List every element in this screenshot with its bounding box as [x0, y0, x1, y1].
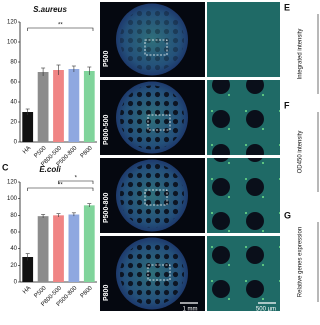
scaffold-holes: [120, 7, 184, 72]
axis-title: Relative genes expression: [298, 227, 304, 297]
significance-label: **: [58, 23, 63, 29]
scaffold-holes: [120, 163, 184, 228]
image-row-label: P800: [103, 285, 110, 301]
y-tick-label: 80: [10, 213, 17, 219]
y-tick-label: 80: [10, 60, 17, 66]
zoom-image: [207, 158, 280, 233]
image-row-label: P500: [103, 51, 110, 67]
y-tick-label: 0: [14, 280, 18, 286]
y-tick-label: 20: [10, 263, 17, 269]
bar: [83, 205, 95, 282]
y-tick-label: 100: [7, 40, 18, 46]
zoom-box: [144, 189, 168, 206]
image-row-label: P500-800: [103, 193, 110, 223]
bar: [53, 215, 64, 282]
chart-title: S.aureus: [33, 5, 67, 14]
scaffold-holes: [120, 241, 184, 306]
axis-title: OD450 intensity: [298, 131, 304, 174]
y-tick-label: 60: [10, 80, 17, 86]
y-tick-label: 40: [10, 246, 17, 252]
zoom-box: [144, 39, 168, 56]
significance-label: **: [58, 183, 63, 189]
zoom-image: [207, 2, 280, 77]
image-row-label: P800-500: [103, 115, 110, 145]
x-tick-label: HA: [22, 145, 32, 155]
scaffold-holes: [120, 85, 184, 150]
y-tick-label: 40: [10, 100, 17, 106]
x-tick-label: P800: [80, 285, 95, 300]
zoom-box: [147, 114, 171, 131]
bar: [68, 69, 80, 142]
y-tick-label: 0: [14, 140, 18, 146]
chart-title: E.coli: [39, 165, 61, 174]
axis-title: Integrated intensity: [298, 29, 304, 80]
x-tick-label: P800: [80, 145, 95, 160]
bar: [83, 71, 95, 142]
zoom-image: [207, 236, 280, 311]
panel-label: C: [2, 162, 9, 172]
y-tick-label: 20: [10, 120, 17, 126]
panel-label: E: [284, 2, 290, 12]
significance-label: *: [75, 176, 78, 182]
panel-label: G: [284, 210, 291, 220]
y-tick-label: 120: [7, 20, 18, 26]
panel-label: F: [284, 100, 290, 110]
significance-bracket: [58, 180, 94, 184]
zoom-image: [207, 80, 280, 155]
bar: [22, 112, 34, 142]
bar: [68, 214, 80, 282]
x-tick-label: HA: [22, 285, 32, 295]
significance-bracket: [27, 27, 94, 31]
bar: [53, 70, 64, 142]
significance-bracket: [27, 187, 94, 191]
bar: [37, 216, 49, 282]
bar: [22, 257, 34, 282]
scale-label: 1 mm: [183, 307, 198, 313]
y-tick-label: 120: [7, 180, 18, 186]
scale-label: 500 µm: [256, 307, 276, 313]
zoom-box: [147, 264, 171, 281]
y-tick-label: 100: [7, 196, 18, 202]
y-tick-label: 60: [10, 230, 17, 236]
bar: [37, 72, 49, 142]
